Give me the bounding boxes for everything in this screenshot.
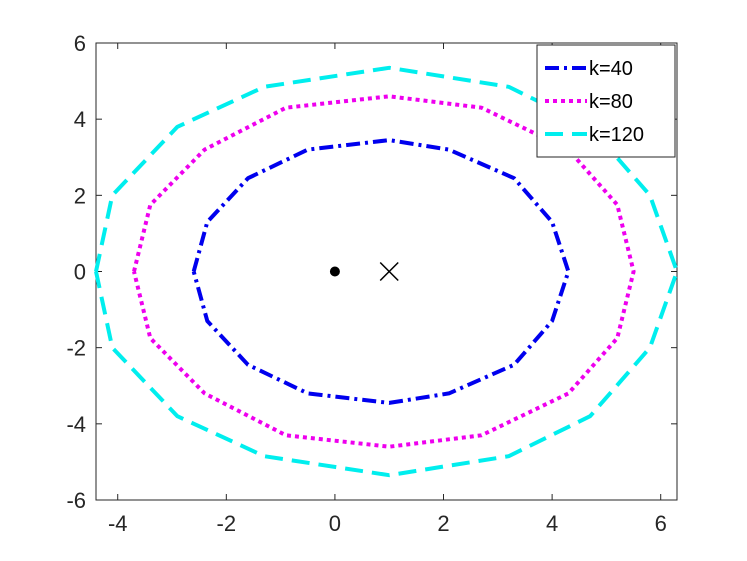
y-tick-label: 6 — [74, 31, 86, 56]
x-tick-label: 0 — [329, 511, 341, 536]
ticks-group: -4 -2 0 2 4 6 -6 -4 -2 0 2 4 6 — [66, 31, 677, 536]
legend-label: k=80 — [589, 91, 633, 113]
series-line-k-40 — [191, 138, 571, 405]
legend-label: k=120 — [589, 124, 644, 146]
y-tick-label: 2 — [74, 183, 86, 208]
x-tick-label: -4 — [108, 511, 128, 536]
markers-group — [329, 261, 399, 282]
cross-marker — [379, 261, 399, 282]
y-tick-label: -4 — [66, 412, 86, 437]
x-tick-label: 4 — [546, 511, 558, 536]
x-tick-label: 2 — [437, 511, 449, 536]
center-dot-marker — [329, 266, 340, 277]
legend-box — [536, 44, 676, 158]
y-tick-label: 0 — [74, 260, 86, 285]
series-line-k-80 — [132, 94, 636, 449]
y-tick-label: -6 — [66, 488, 86, 513]
y-tick-label: 4 — [74, 107, 86, 132]
x-tick-label: -2 — [217, 511, 237, 536]
legend: k=40 k=80 k=120 — [536, 44, 676, 158]
x-tick-label: 6 — [655, 511, 667, 536]
series-group — [94, 65, 679, 478]
legend-label: k=40 — [589, 58, 633, 80]
y-tick-label: -2 — [66, 336, 86, 361]
